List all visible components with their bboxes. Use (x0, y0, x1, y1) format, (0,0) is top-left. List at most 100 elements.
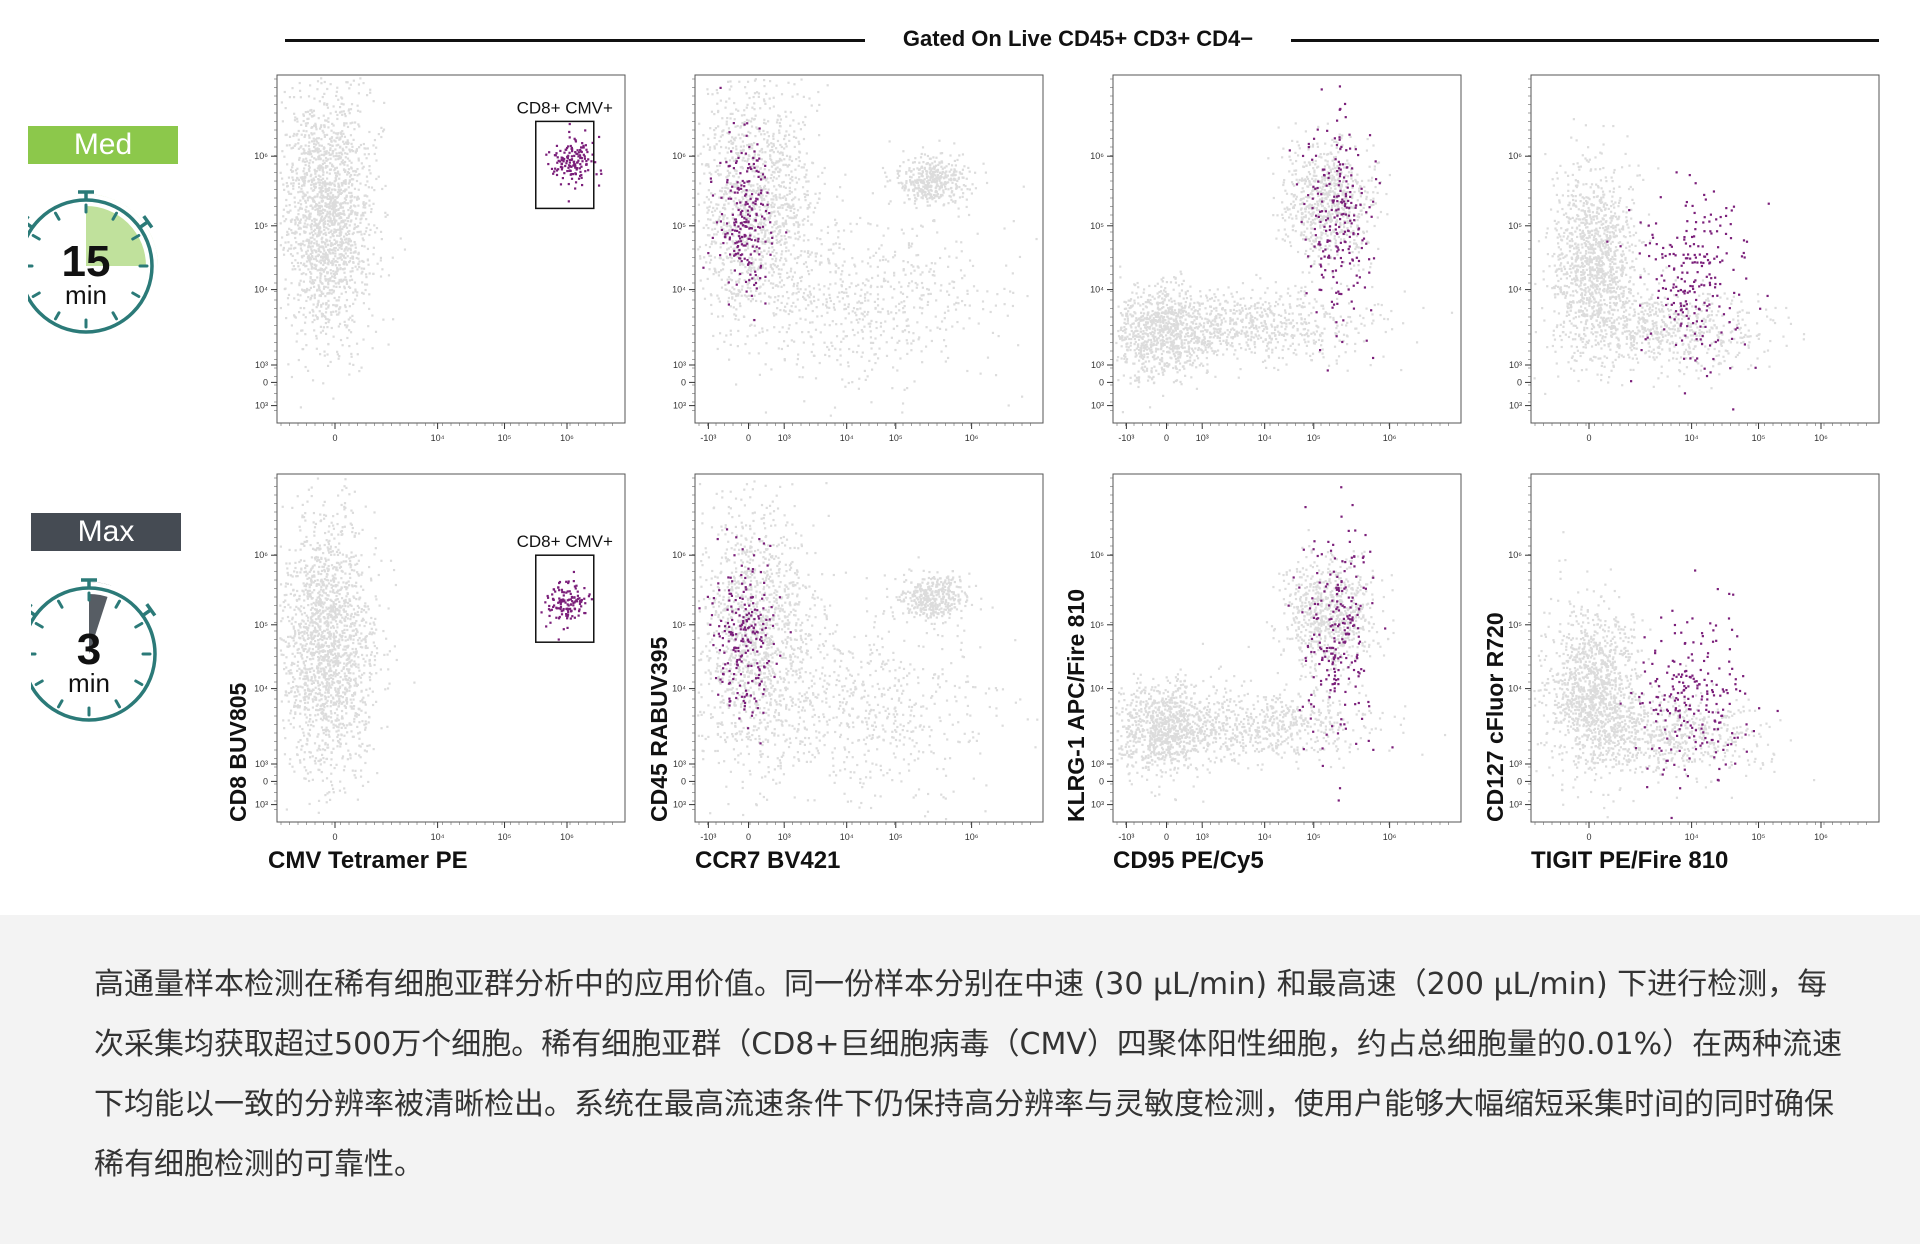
background-event (343, 320, 346, 323)
background-event (346, 173, 349, 176)
background-event (339, 188, 343, 191)
background-event (297, 265, 300, 268)
background-event (299, 262, 303, 265)
background-event (318, 268, 321, 271)
background-event (337, 188, 340, 191)
background-event (382, 128, 386, 131)
background-event (362, 302, 366, 305)
background-event (323, 354, 326, 357)
background-event (338, 105, 342, 109)
background-event (345, 141, 348, 144)
background-event (300, 145, 303, 148)
background-event (339, 338, 343, 342)
background-event (345, 226, 349, 229)
background-event (315, 259, 319, 262)
plot-row-med: CD8+ CMV+ 0 10⁴ 10⁵ 10⁶ 10³ 0 10³ 10⁴ 10⁵ 10⁶ -10³ 0… (0, 0, 1920, 443)
background-event (340, 237, 343, 240)
background-event (347, 285, 351, 288)
background-event (362, 260, 365, 263)
header-rule-right (1291, 39, 1879, 42)
background-event (289, 219, 293, 222)
background-event (341, 212, 344, 216)
background-event (307, 152, 310, 155)
background-event (334, 255, 337, 258)
background-event (357, 257, 360, 260)
background-event (326, 318, 329, 321)
background-event (347, 240, 350, 243)
background-event (324, 187, 327, 190)
background-event (290, 229, 293, 232)
background-event (354, 265, 357, 268)
background-event (337, 313, 340, 316)
background-event (334, 140, 337, 143)
background-event (357, 123, 360, 126)
background-event (315, 170, 318, 173)
background-event (384, 211, 387, 214)
background-event (341, 159, 344, 162)
background-event (362, 202, 365, 205)
background-event (312, 310, 315, 313)
background-event (309, 286, 313, 290)
background-event (335, 272, 338, 275)
background-event (285, 198, 288, 202)
background-event (343, 304, 347, 307)
background-event (321, 211, 325, 215)
background-event (377, 133, 380, 136)
background-event (285, 181, 288, 185)
background-event (314, 222, 317, 225)
background-event (365, 218, 368, 221)
background-event (338, 322, 342, 326)
background-event (361, 237, 364, 240)
background-event (335, 90, 338, 93)
background-event (316, 234, 319, 237)
background-event (331, 279, 334, 283)
background-event (344, 198, 348, 201)
background-event (364, 147, 367, 150)
background-event (316, 235, 319, 238)
background-event (283, 188, 286, 191)
background-event (319, 281, 322, 284)
background-event (321, 236, 324, 239)
background-event (314, 258, 318, 261)
background-event (325, 226, 328, 229)
background-event (347, 208, 350, 212)
background-event (349, 196, 352, 199)
background-event (311, 111, 314, 114)
background-event (346, 152, 349, 155)
background-event (322, 159, 325, 162)
background-event (324, 188, 327, 191)
background-event (290, 182, 293, 185)
background-event (313, 220, 316, 223)
background-event (310, 155, 314, 158)
background-event (343, 260, 346, 263)
background-event (348, 329, 351, 332)
background-event (316, 147, 319, 150)
background-event (296, 332, 299, 335)
background-event (343, 271, 346, 274)
background-event (318, 221, 321, 224)
background-event (326, 364, 330, 367)
background-event (326, 210, 329, 213)
speed-badge-max: Max (31, 513, 181, 551)
background-event (332, 289, 336, 292)
background-event (339, 157, 342, 160)
background-event (322, 247, 325, 250)
background-event (339, 145, 342, 148)
background-event (338, 151, 341, 155)
background-event (333, 223, 336, 226)
background-event (304, 333, 307, 336)
background-event (350, 278, 354, 281)
background-event (316, 316, 319, 319)
background-event (334, 249, 337, 252)
speed-badge-med: Med (28, 126, 178, 164)
background-event (318, 154, 321, 157)
background-event (362, 267, 366, 270)
background-event (358, 260, 361, 263)
background-event (345, 222, 348, 226)
background-event (327, 306, 330, 309)
background-event (349, 212, 353, 215)
background-event (326, 253, 329, 257)
background-event (311, 133, 314, 136)
background-event (365, 94, 369, 97)
